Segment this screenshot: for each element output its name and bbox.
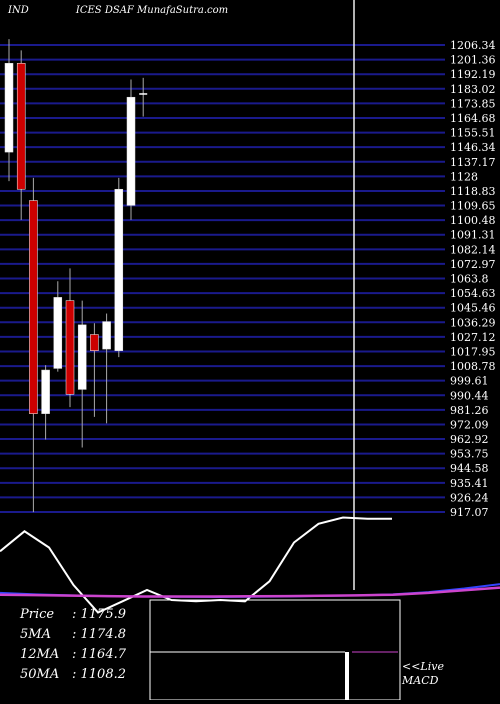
y-tick-label: 1146.34: [450, 141, 496, 154]
stat-label: 12MA: [20, 647, 60, 662]
stats-panel: Price : 1175.9 5MA : 1174.8 12MA : 1164.…: [20, 605, 140, 685]
candle-body: [41, 369, 50, 414]
candle-body: [53, 297, 63, 369]
y-tick-label: 1137.17: [450, 156, 496, 169]
candle-body: [29, 200, 38, 414]
header-right-text: ICES DSAF MunafaSutra.com: [75, 5, 229, 16]
y-tick-label: 972.09: [450, 418, 489, 431]
y-tick-label: 981.26: [450, 404, 489, 417]
macd-live-box: [149, 599, 401, 701]
stat-value: : 1164.7: [72, 647, 126, 662]
stat-value: : 1174.8: [72, 627, 126, 642]
y-tick-label: 953.75: [450, 448, 489, 461]
stat-row-5ma: 5MA : 1174.8: [20, 625, 140, 645]
y-tick-label: 962.92: [450, 433, 489, 446]
stat-value: : 1108.2: [72, 667, 126, 682]
candle-body: [90, 334, 99, 351]
y-tick-label: 1206.34: [450, 39, 496, 52]
macd-signal-line: [0, 586, 500, 598]
candle-body: [77, 324, 87, 390]
y-tick-label: 1183.02: [450, 83, 496, 96]
y-tick-label: 917.07: [450, 506, 489, 519]
y-tick-label: 1201.36: [450, 54, 496, 67]
y-tick-label: 1082.14: [450, 243, 496, 256]
candles: [4, 39, 148, 513]
candle-body: [65, 300, 75, 395]
y-tick-label: 1192.19: [450, 68, 496, 81]
stat-label: Price: [20, 607, 55, 622]
y-tick-label: 1063.8: [450, 273, 489, 286]
candle-body: [16, 63, 26, 190]
y-tick-label: 1128: [450, 170, 478, 183]
stat-label: 5MA: [20, 627, 51, 642]
live-macd-label: <<Live MACD: [402, 660, 492, 688]
y-tick-label: 1118.83: [450, 185, 496, 198]
y-tick-label: 1072.97: [450, 258, 496, 271]
y-tick-label: 926.24: [450, 491, 489, 504]
y-tick-label: 1054.63: [450, 287, 496, 300]
y-tick-label: 1091.31: [450, 229, 496, 242]
candle-body: [126, 96, 136, 206]
y-tick-label: 1109.65: [450, 200, 496, 213]
y-tick-label: 1008.78: [450, 360, 496, 373]
y-tick-label: 1173.85: [450, 97, 496, 110]
y-tick-label: 1027.12: [450, 331, 496, 344]
y-tick-label: 935.41: [450, 477, 489, 490]
y-tick-label: 944.58: [450, 462, 489, 475]
macd-indicator: [0, 583, 500, 599]
stat-label: 50MA: [20, 667, 60, 682]
stat-row-price: Price : 1175.9: [20, 605, 140, 625]
stat-value: : 1175.9: [72, 607, 126, 622]
stat-row-50ma: 50MA : 1108.2: [20, 665, 140, 685]
y-tick-label: 999.61: [450, 375, 489, 388]
chart-header: IND ICES DSAF MunafaSutra.com: [8, 5, 388, 16]
stat-row-12ma: 12MA : 1164.7: [20, 645, 140, 665]
live-label-line1: <<Live: [402, 660, 444, 673]
candle-body: [4, 63, 14, 153]
candle-body: [102, 321, 111, 350]
lower-indicator-line: [0, 516, 392, 614]
grid-lines: [0, 44, 445, 513]
y-tick-label: 1045.46: [450, 302, 496, 315]
y-tick-label: 1164.68: [450, 112, 496, 125]
candle-body: [114, 188, 124, 351]
y-tick-label: 1017.95: [450, 345, 496, 358]
y-tick-label: 990.44: [450, 389, 489, 402]
y-tick-label: 1036.29: [450, 316, 496, 329]
header-left-text: IND: [8, 5, 29, 16]
lower-indicator: [0, 516, 392, 614]
y-tick-label: 1100.48: [450, 214, 496, 227]
y-tick-label: 1155.51: [450, 127, 496, 140]
live-label-line2: MACD: [402, 674, 439, 687]
